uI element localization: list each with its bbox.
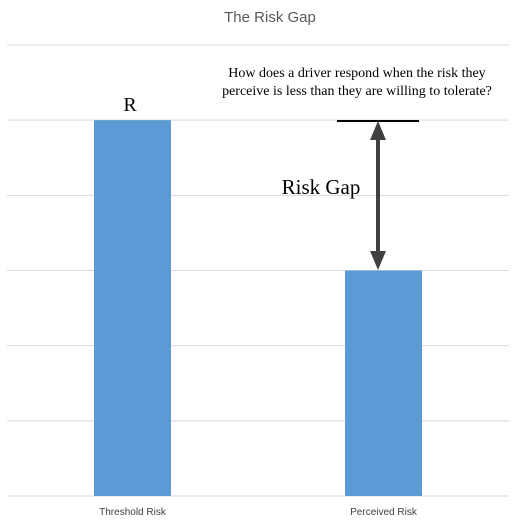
gridlines [7,44,509,497]
question-line-2: perceive is less than they are willing t… [222,84,492,99]
bars [94,120,422,497]
x-tick-label: Threshold Risk [99,507,167,518]
risk-gap-label: Risk Gap [282,175,361,199]
question-line-1: How does a driver respond when the risk … [228,66,485,81]
bar-threshold-risk [94,120,171,497]
category-labels: Threshold Risk Perceived Risk [99,507,418,518]
gap-arrow [370,121,386,270]
bar-annotation-r: R [123,94,137,116]
bar-perceived-risk [345,270,422,496]
chart-title: The Risk Gap [224,9,316,26]
x-tick-label: Perceived Risk [350,507,418,518]
